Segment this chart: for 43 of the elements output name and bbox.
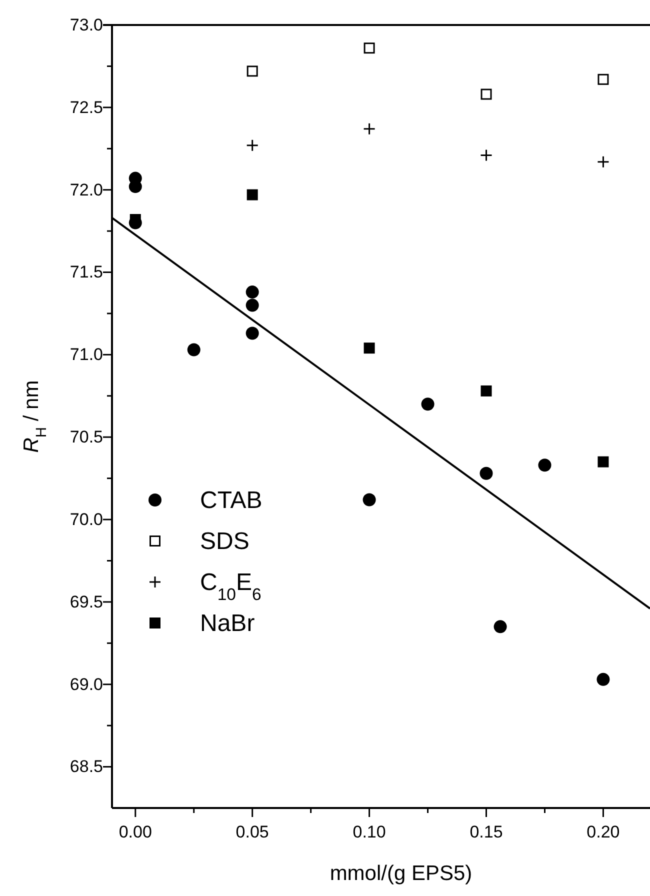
- legend-label: C$_{10}$E$_{6}$: [200, 569, 262, 604]
- point: [480, 148, 493, 162]
- point: [362, 493, 376, 506]
- point: [187, 343, 200, 356]
- legend-label: CTAB: [200, 487, 262, 514]
- point: [494, 620, 507, 634]
- point: [421, 398, 434, 411]
- y-tick-label: 70.5: [70, 428, 103, 447]
- legend-label: SDS: [200, 528, 250, 555]
- y-tick-label: 72.5: [70, 98, 103, 117]
- point: [363, 122, 376, 136]
- point: [246, 298, 259, 312]
- point: [246, 66, 258, 77]
- point: [480, 385, 492, 396]
- y-tick-label: 69.5: [70, 592, 103, 612]
- point: [596, 672, 610, 686]
- point: [538, 458, 552, 472]
- y-tick-label: 71.0: [70, 345, 103, 364]
- y-tick-label: 73.0: [70, 15, 103, 34]
- y-tick-label: 71.5: [70, 262, 103, 282]
- point: [480, 88, 492, 100]
- y-tick-label: 70.0: [70, 510, 103, 529]
- point: [246, 189, 258, 200]
- point: [596, 156, 610, 168]
- point: [480, 466, 493, 480]
- legend-label: NaBr: [200, 610, 255, 637]
- point: [598, 456, 609, 468]
- x-tick-label: 0.05: [236, 822, 269, 842]
- point: [364, 42, 375, 54]
- point: [364, 342, 375, 354]
- point: [128, 180, 142, 194]
- y-tick-label: 72.0: [70, 180, 103, 200]
- y-tick-label: 68.5: [70, 757, 103, 776]
- x-tick-label: 0.20: [586, 822, 620, 842]
- point: [246, 139, 259, 152]
- point: [598, 74, 609, 85]
- x-tick-label: 0.15: [470, 822, 503, 842]
- point: [246, 286, 259, 299]
- x-tick-label: 0.00: [118, 822, 152, 842]
- y-tick-label: 69.0: [70, 674, 103, 694]
- x-tick-label: 0.10: [352, 822, 386, 842]
- point: [246, 326, 259, 340]
- x-axis-title: mmol/(g EPS5): [330, 862, 472, 885]
